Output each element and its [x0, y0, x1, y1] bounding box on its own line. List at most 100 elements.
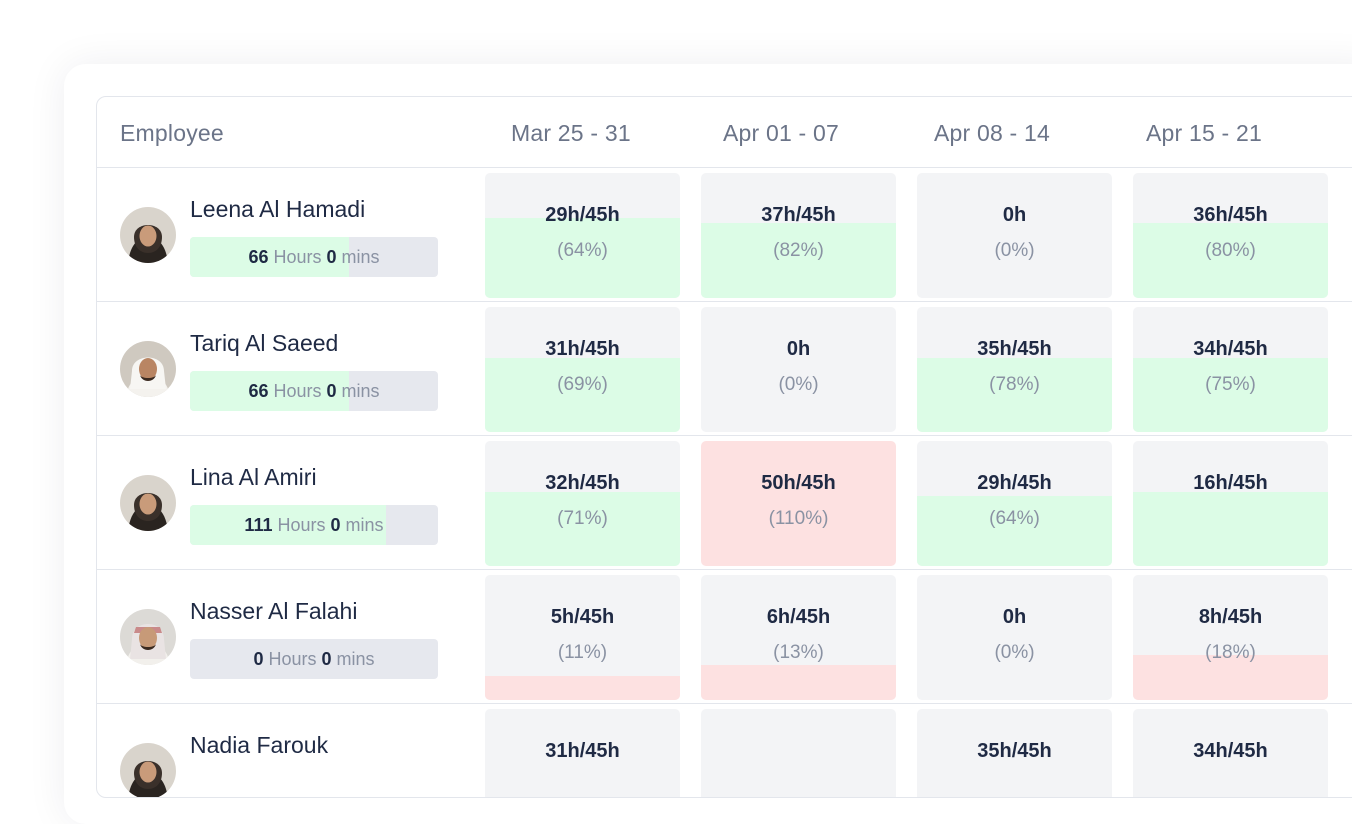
utilization-fill — [1133, 223, 1328, 298]
utilization-percent: (0%) — [778, 374, 819, 395]
utilization-percent: (78%) — [989, 374, 1040, 395]
week-utilization-cell[interactable]: 35h/45h — [917, 709, 1112, 797]
utilization-percent: (75%) — [1205, 374, 1256, 395]
week-utilization-cell[interactable]: 35h/45h (78%) — [917, 307, 1112, 432]
employee-column-header[interactable]: Employee — [120, 120, 224, 146]
utilization-fill — [485, 492, 680, 566]
week-column-header[interactable]: Mar 25 - 31 — [511, 120, 631, 146]
mins-value: 0 — [330, 515, 341, 535]
utilization-percent: (18%) — [1205, 642, 1256, 663]
utilization-fill — [1133, 655, 1328, 700]
man-shemagh-avatar — [120, 609, 176, 665]
week-utilization-cell[interactable]: 37h/45h (82%) — [701, 173, 896, 298]
week-utilization-cell[interactable]: 0h (0%) — [701, 307, 896, 432]
logged-hours: 35h/45h — [977, 338, 1052, 360]
hours-value: 66 — [248, 247, 269, 267]
week-column-header[interactable]: Apr 15 - 21 — [1146, 120, 1262, 146]
utilization-percent: (0%) — [994, 642, 1035, 663]
hours-label: Hours — [277, 515, 326, 535]
week-utilization-cell[interactable]: 8h/45h (18%) — [1133, 575, 1328, 700]
utilization-percent: (0%) — [994, 240, 1035, 261]
week-utilization-cell[interactable]: 0h (0%) — [917, 173, 1112, 298]
utilization-fill — [1133, 492, 1328, 566]
mins-value: 0 — [326, 247, 337, 267]
week-utilization-cell[interactable]: 36h/45h (80%) — [1133, 173, 1328, 298]
week-utilization-cell[interactable]: 50h/45h (110%) — [701, 441, 896, 566]
logged-hours: 34h/45h — [1193, 338, 1268, 360]
utilization-percent: (11%) — [557, 642, 608, 663]
logged-hours: 37h/45h — [761, 204, 836, 226]
utilization-fill — [485, 218, 680, 298]
utilization-percent: (64%) — [557, 240, 608, 261]
utilization-fill — [485, 358, 680, 432]
week-utilization-cell[interactable]: 32h/45h (71%) — [485, 441, 680, 566]
week-utilization-cell[interactable]: 34h/45h (75%) — [1133, 307, 1328, 432]
total-hours-bar: 0 Hours 0 mins — [190, 639, 438, 679]
total-hours-fill — [190, 237, 349, 277]
week-column-header[interactable]: Apr 01 - 07 — [723, 120, 839, 146]
utilization-percent: (13%) — [773, 642, 824, 663]
utilization-percent: (69%) — [557, 374, 608, 395]
employee-name[interactable]: Tariq Al Saeed — [190, 330, 339, 356]
mins-label: mins — [341, 381, 380, 401]
utilization-fill — [917, 496, 1112, 566]
employee-name[interactable]: Nadia Farouk — [190, 732, 329, 758]
utilization-percent: (71%) — [557, 508, 608, 529]
table-row[interactable]: Tariq Al Saeed 66 Hours 0 mins 31h/45h (69%… — [97, 302, 1352, 436]
week-column-header[interactable]: Apr 08 - 14 — [934, 120, 1050, 146]
logged-hours: 0h — [1002, 204, 1027, 226]
week-utilization-cell[interactable] — [701, 709, 896, 797]
utilization-table: Employee Mar 25 - 31 Apr 01 - 07 Apr 08 … — [96, 96, 1352, 798]
mins-label: mins — [341, 247, 380, 267]
total-hours-fill — [190, 505, 386, 545]
logged-hours: 35h/45h — [977, 740, 1052, 762]
utilization-fill — [701, 223, 896, 298]
mins-value: 0 — [321, 649, 332, 669]
week-utilization-cell[interactable]: 31h/45h — [485, 709, 680, 797]
employee-name[interactable]: Nasser Al Falahi — [190, 598, 358, 624]
mins-value: 0 — [326, 381, 337, 401]
week-utilization-cell[interactable]: 6h/45h (13%) — [701, 575, 896, 700]
logged-hours: 16h/45h — [1193, 472, 1268, 494]
week-utilization-cell[interactable]: 29h/45h (64%) — [917, 441, 1112, 566]
table-row[interactable]: Nasser Al Falahi 0 Hours 0 mins 5h/45h (11%… — [97, 570, 1352, 704]
table-header: Employee Mar 25 - 31 Apr 01 - 07 Apr 08 … — [97, 97, 1352, 168]
logged-hours: 5h/45h — [550, 606, 615, 628]
employee-name[interactable]: Leena Al Hamadi — [190, 196, 366, 222]
total-hours-fill — [190, 371, 349, 411]
hours-label: Hours — [273, 381, 322, 401]
utilization-percent: (80%) — [1205, 240, 1256, 261]
total-hours-text: 66 Hours 0 mins — [190, 237, 438, 277]
table-row[interactable]: Nadia Farouk 31h/45h 35h/45h 34h/45h — [97, 704, 1352, 797]
total-hours-text: 66 Hours 0 mins — [190, 371, 438, 411]
logged-hours: 29h/45h — [545, 204, 620, 226]
table-row[interactable]: Leena Al Hamadi 66 Hours 0 mins 29h/45h (64… — [97, 168, 1352, 302]
utilization-percent: (64%) — [989, 508, 1040, 529]
logged-hours: 29h/45h — [977, 472, 1052, 494]
week-utilization-cell[interactable]: 16h/45h — [1133, 441, 1328, 566]
hours-label: Hours — [268, 649, 317, 669]
utilization-fill — [1133, 358, 1328, 432]
logged-hours: 0h — [1002, 606, 1027, 628]
logged-hours: 31h/45h — [545, 338, 620, 360]
hours-value: 111 — [244, 515, 273, 535]
utilization-fill — [485, 676, 680, 700]
week-utilization-cell[interactable]: 5h/45h (11%) — [485, 575, 680, 700]
week-utilization-cell[interactable]: 34h/45h — [1133, 709, 1328, 797]
utilization-fill — [917, 358, 1112, 432]
week-utilization-cell[interactable]: 29h/45h (64%) — [485, 173, 680, 298]
employee-name[interactable]: Lina Al Amiri — [190, 464, 317, 490]
mins-label: mins — [345, 515, 384, 535]
logged-hours: 31h/45h — [545, 740, 620, 762]
hours-value: 66 — [248, 381, 269, 401]
total-hours-bar: 111 Hours 0 mins — [190, 505, 438, 545]
utilization-fill — [701, 665, 896, 700]
logged-hours: 36h/45h — [1193, 204, 1268, 226]
week-utilization-cell[interactable]: 0h (0%) — [917, 575, 1112, 700]
table-row[interactable]: Lina Al Amiri 111 Hours 0 mins 32h/45h (71%… — [97, 436, 1352, 570]
hours-label: Hours — [273, 247, 322, 267]
total-hours-bar: 66 Hours 0 mins — [190, 371, 438, 411]
hours-value: 0 — [253, 649, 264, 669]
total-hours-text: 111 Hours 0 mins — [190, 505, 438, 545]
week-utilization-cell[interactable]: 31h/45h (69%) — [485, 307, 680, 432]
